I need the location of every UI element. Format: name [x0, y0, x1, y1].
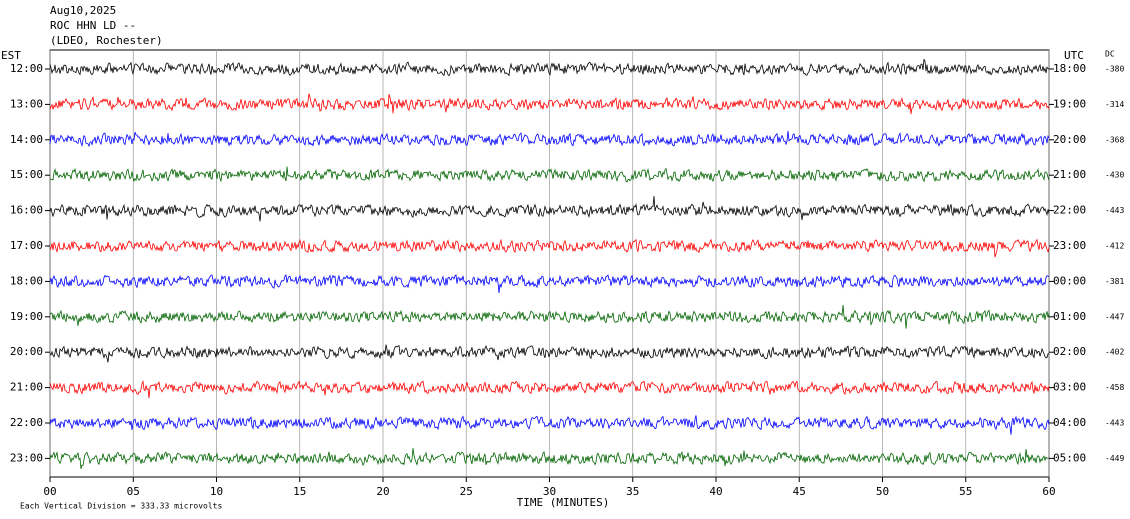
x-axis-label: TIME (MINUTES)	[517, 496, 610, 509]
est-label: 14:00	[10, 133, 43, 146]
est-label: 17:00	[10, 239, 43, 252]
trace	[49, 238, 1050, 258]
utc-label: 19:00	[1053, 97, 1086, 110]
title-line: Aug10,2025	[50, 4, 116, 17]
trace	[49, 415, 1050, 435]
utc-label: 18:00	[1053, 62, 1086, 75]
dc-label: -458	[1105, 383, 1124, 392]
trace	[49, 93, 1050, 115]
utc-label: 03:00	[1053, 381, 1086, 394]
x-tick-label: 45	[793, 485, 806, 498]
dc-label: -443	[1105, 206, 1124, 215]
est-label: 15:00	[10, 168, 43, 181]
x-tick-label: 00	[43, 485, 56, 498]
utc-label: 02:00	[1053, 345, 1086, 358]
trace	[49, 59, 1050, 77]
left-axis-title: EST	[1, 49, 21, 62]
trace	[49, 304, 1050, 329]
dc-label: -449	[1105, 454, 1124, 463]
dc-label: -380	[1105, 65, 1124, 74]
est-label: 13:00	[10, 97, 43, 110]
est-label: 22:00	[10, 416, 43, 429]
est-label: 21:00	[10, 381, 43, 394]
dc-title: DC	[1105, 50, 1115, 59]
utc-label: 05:00	[1053, 451, 1086, 464]
dc-label: -430	[1105, 171, 1124, 180]
x-tick-label: 15	[293, 485, 306, 498]
dc-label: -412	[1105, 242, 1124, 251]
title-line: (LDEO, Rochester)	[50, 34, 163, 47]
dc-label: -368	[1105, 135, 1124, 144]
x-tick-label: 10	[210, 485, 223, 498]
utc-label: 04:00	[1053, 416, 1086, 429]
x-tick-label: 20	[376, 485, 389, 498]
trace	[49, 380, 1050, 399]
x-tick-label: 40	[709, 485, 722, 498]
est-label: 12:00	[10, 62, 43, 75]
trace	[49, 196, 1050, 222]
trace	[49, 130, 1050, 148]
x-tick-label: 50	[876, 485, 889, 498]
utc-label: 01:00	[1053, 310, 1086, 323]
footnote: Each Vertical Division = 333.33 microvol…	[20, 502, 222, 511]
est-label: 19:00	[10, 310, 43, 323]
dc-label: -447	[1105, 312, 1124, 321]
utc-label: 00:00	[1053, 274, 1086, 287]
utc-label: 21:00	[1053, 168, 1086, 181]
x-tick-label: 55	[959, 485, 972, 498]
dc-label: -314	[1105, 100, 1124, 109]
trace	[49, 166, 1050, 183]
x-tick-label: 30	[543, 485, 556, 498]
title-line: ROC HHN LD --	[50, 19, 136, 32]
trace	[49, 274, 1050, 293]
right-axis-title: UTC	[1064, 49, 1084, 62]
est-label: 18:00	[10, 274, 43, 287]
est-label: 16:00	[10, 204, 43, 217]
x-tick-label: 05	[127, 485, 140, 498]
trace	[49, 344, 1049, 363]
utc-label: 23:00	[1053, 239, 1086, 252]
est-label: 20:00	[10, 345, 43, 358]
utc-label: 20:00	[1053, 133, 1086, 146]
dc-label: -443	[1105, 419, 1124, 428]
trace	[49, 448, 1049, 469]
x-tick-label: 25	[460, 485, 473, 498]
x-tick-label: 35	[626, 485, 639, 498]
est-label: 23:00	[10, 451, 43, 464]
x-tick-label: 60	[1042, 485, 1055, 498]
utc-label: 22:00	[1053, 204, 1086, 217]
dc-label: -402	[1105, 348, 1124, 357]
dc-label: -381	[1105, 277, 1124, 286]
